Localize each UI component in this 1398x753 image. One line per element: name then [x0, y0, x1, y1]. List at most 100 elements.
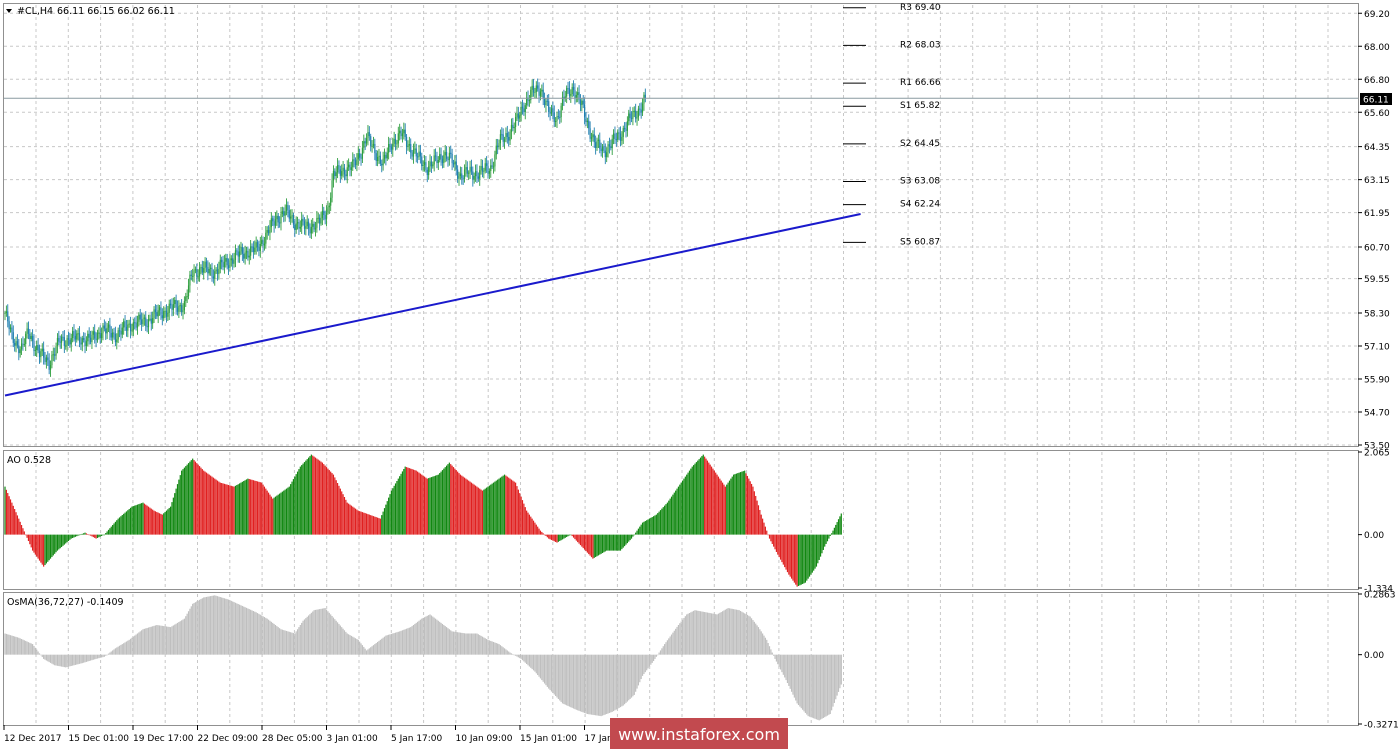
candle-body: [466, 167, 468, 174]
osma-bar: [584, 654, 586, 713]
candle-body: [612, 133, 615, 139]
ao-bar: [764, 526, 766, 535]
osma-bar: [22, 639, 24, 655]
osma-bar: [568, 654, 571, 707]
osma-bar: [712, 613, 714, 655]
trendline[interactable]: [4, 213, 861, 397]
osma-bar: [778, 654, 780, 667]
candle-body: [572, 87, 575, 90]
ao-bar: [153, 510, 155, 535]
ao-bar: [154, 511, 157, 535]
ao-bar: [32, 534, 34, 551]
ao-bar: [527, 512, 529, 535]
candle-body: [114, 333, 116, 343]
osma-bar: [539, 654, 542, 679]
ao-bar: [99, 534, 101, 537]
candle-body: [488, 170, 490, 174]
osma-bar: [625, 654, 627, 703]
osma-bar: [152, 626, 154, 655]
candle-body: [215, 269, 217, 272]
candle-body: [401, 133, 404, 137]
ao-bar: [164, 511, 166, 535]
osma-bar: [641, 654, 644, 676]
ao-bar: [495, 480, 497, 535]
ao-bar: [494, 481, 496, 535]
ao-bar: [508, 477, 510, 535]
osma-bar: [95, 654, 97, 659]
ao-bar: [543, 534, 546, 536]
current-price-label: 66.11: [1363, 96, 1389, 106]
candle-body: [185, 296, 187, 302]
ao-bar: [11, 502, 13, 535]
indicator-tick-label: 0.00: [1364, 531, 1384, 541]
ao-bar: [778, 534, 780, 558]
ao-bar: [312, 455, 314, 535]
osma-bar: [324, 608, 326, 655]
osma-bar: [128, 639, 130, 655]
ao-bar: [693, 465, 695, 535]
candle-body: [8, 321, 10, 330]
ao-bar: [604, 534, 606, 552]
ao-bar: [106, 531, 108, 535]
ao-bar: [160, 513, 162, 535]
ao-bar: [535, 524, 537, 535]
ao-bar: [560, 534, 562, 541]
osma-bar: [255, 612, 257, 655]
ao-bar: [379, 518, 381, 535]
osma-bar: [219, 597, 221, 655]
ao-bar: [728, 480, 731, 535]
osma-bar: [117, 646, 119, 655]
ao-bar: [705, 458, 707, 535]
time-tick-label: 10 Jan 09:00: [456, 734, 513, 744]
ao-bar: [447, 464, 449, 535]
dropdown-arrow-icon[interactable]: [6, 9, 12, 13]
osma-bar: [73, 654, 75, 666]
ao-bar: [237, 484, 239, 535]
candle-body: [294, 224, 296, 230]
candle-body: [189, 274, 191, 286]
ao-bar: [48, 534, 50, 561]
osma-bar: [233, 602, 235, 655]
candle-body: [367, 132, 369, 139]
ao-bar: [509, 478, 511, 535]
osma-bar: [825, 654, 827, 717]
ao-bar: [563, 534, 565, 539]
ao-bar: [244, 480, 246, 535]
candle-body: [41, 348, 43, 352]
candle-body: [557, 116, 559, 118]
ao-bar: [290, 484, 292, 535]
candle-body: [244, 252, 246, 259]
candle-body: [611, 138, 613, 149]
osma-bar: [713, 613, 715, 655]
candle-body: [270, 218, 272, 228]
osma-bar: [508, 651, 510, 655]
ao-bar: [666, 502, 668, 535]
price-tick-label: 60.70: [1364, 244, 1390, 254]
candle-body: [568, 88, 571, 96]
ao-bar: [399, 476, 401, 535]
ao-bar: [581, 534, 583, 547]
time-tick-label: 5 Jan 17:00: [391, 734, 443, 744]
candle-body: [23, 343, 25, 345]
ao-bar: [610, 534, 612, 551]
candle-body: [418, 151, 420, 157]
ao-bar: [258, 481, 260, 535]
osma-bar: [421, 618, 423, 655]
candle-body: [223, 261, 226, 268]
osma-bar: [676, 626, 678, 655]
osma-bar: [415, 622, 417, 655]
osma-bar: [40, 654, 42, 656]
osma-bar: [131, 637, 133, 655]
ao-bar: [814, 534, 816, 569]
current-price-tag: [1360, 93, 1392, 105]
ao-bar: [832, 530, 834, 535]
osma-bar: [468, 633, 470, 655]
ao-bar: [777, 534, 779, 555]
osma-bar: [239, 604, 241, 655]
osma-bar: [281, 629, 283, 655]
ao-bar: [804, 534, 806, 583]
osma-bar: [527, 654, 529, 666]
osma-bar: [200, 599, 202, 655]
